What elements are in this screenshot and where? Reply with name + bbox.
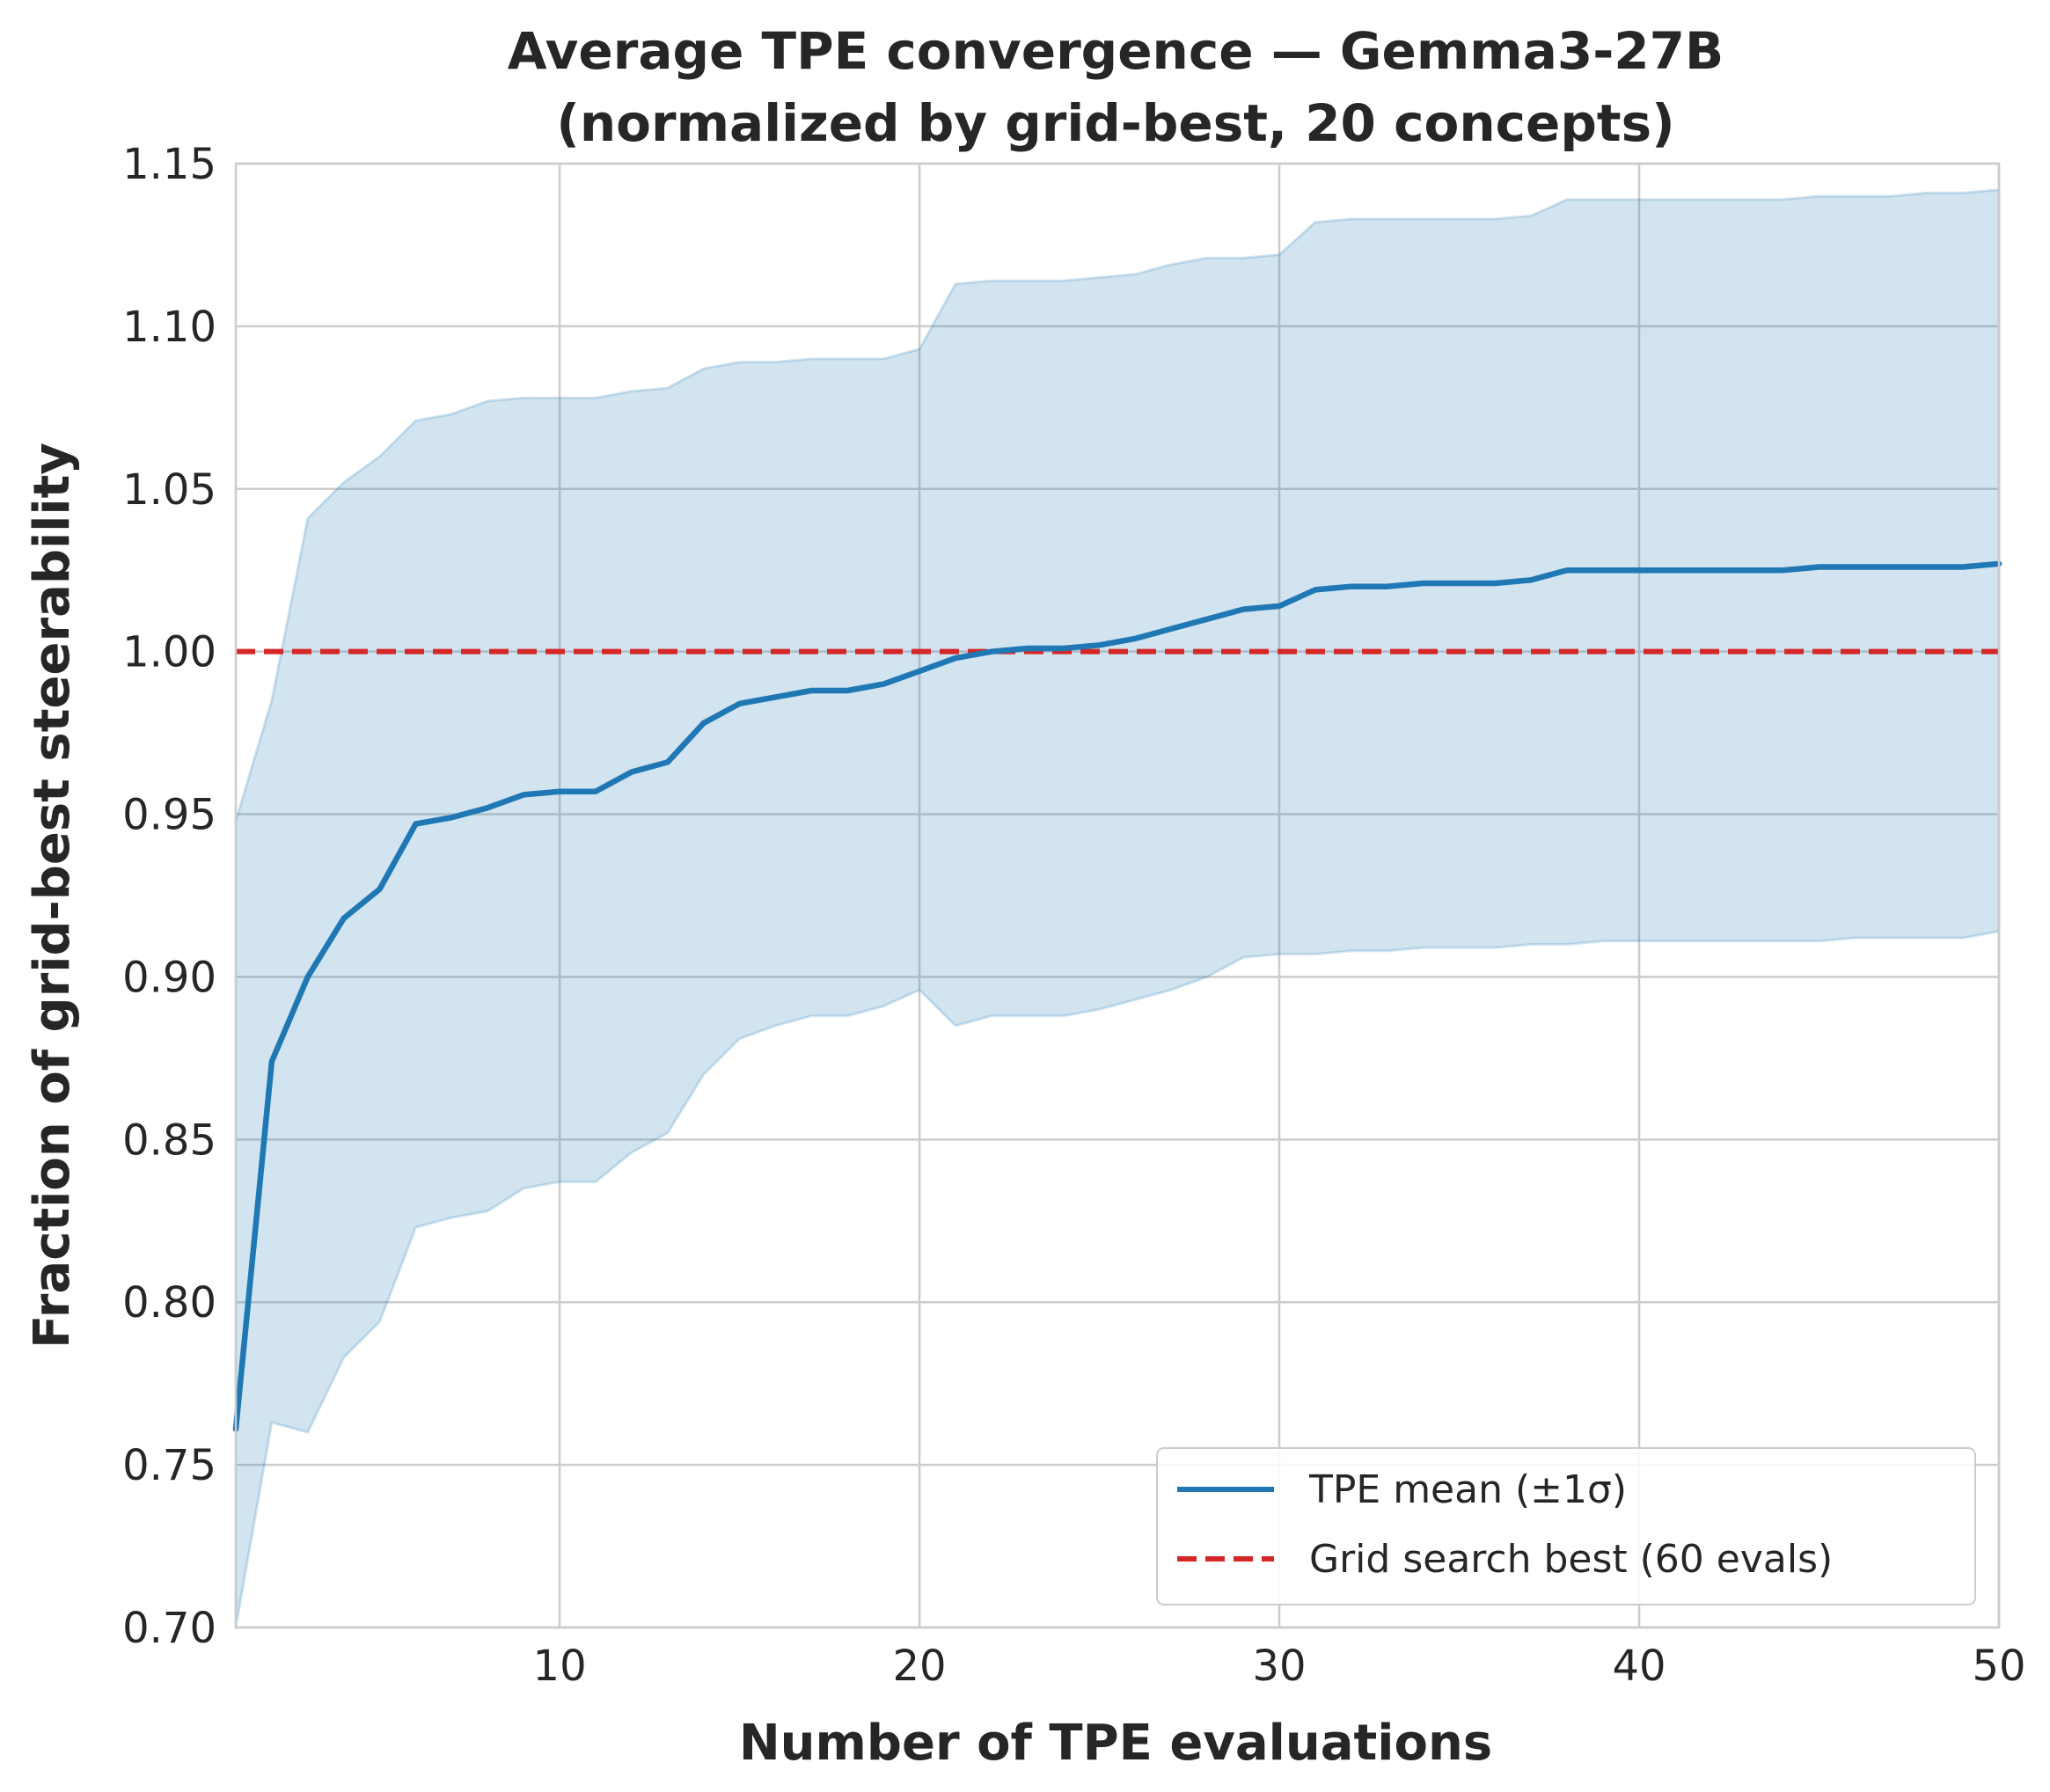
y-tick-label: 1.05	[122, 465, 216, 515]
x-tick-label: 20	[893, 1642, 947, 1691]
y-tick-label: 0.85	[122, 1115, 216, 1165]
series-lines	[232, 560, 2002, 1432]
x-tick-label: 50	[1972, 1642, 2025, 1691]
std-band	[234, 187, 2001, 1628]
y-tick-label: 0.70	[122, 1604, 216, 1653]
legend-label-grid-best: Grid search best (60 evals)	[1309, 1537, 1833, 1582]
x-tick-label: 40	[1612, 1642, 1666, 1691]
chart-title: Average TPE convergence — Gemma3-27B	[508, 21, 1724, 81]
plot-border	[234, 162, 2001, 1629]
y-tick-label: 1.10	[122, 303, 216, 352]
y-tick-label: 0.90	[122, 953, 216, 1002]
x-tick-labels: 10 20 30 40 50	[533, 1642, 2026, 1691]
y-tick-label: 0.95	[122, 791, 216, 840]
grid-lines	[236, 162, 2001, 1629]
legend-label-tpe-mean: TPE mean (±1σ)	[1308, 1467, 1627, 1512]
y-tick-label: 0.75	[122, 1441, 216, 1490]
tpe-mean-line	[232, 560, 2002, 1432]
y-tick-label: 1.15	[122, 140, 216, 189]
y-tick-labels: 0.70 0.75 0.80 0.85 0.90 0.95 1.00 1.05 1.10 1.15	[122, 140, 216, 1653]
legend-box	[1156, 1447, 1976, 1605]
plot-frame	[234, 162, 2001, 1629]
x-tick-label: 30	[1253, 1642, 1307, 1691]
x-axis-label: Number of TPE evaluations	[739, 1715, 1492, 1772]
chart-subtitle: (normalized by grid-best, 20 concepts)	[556, 93, 1674, 153]
y-tick-label: 1.00	[122, 628, 216, 677]
std-band-layer	[234, 187, 2001, 1628]
y-tick-label: 0.80	[122, 1278, 216, 1328]
legend: TPE mean (±1σ) Grid search best (60 eval…	[1156, 1447, 1976, 1605]
x-tick-label: 10	[533, 1642, 587, 1691]
y-axis-label: Fraction of grid-best steerability	[24, 443, 81, 1349]
